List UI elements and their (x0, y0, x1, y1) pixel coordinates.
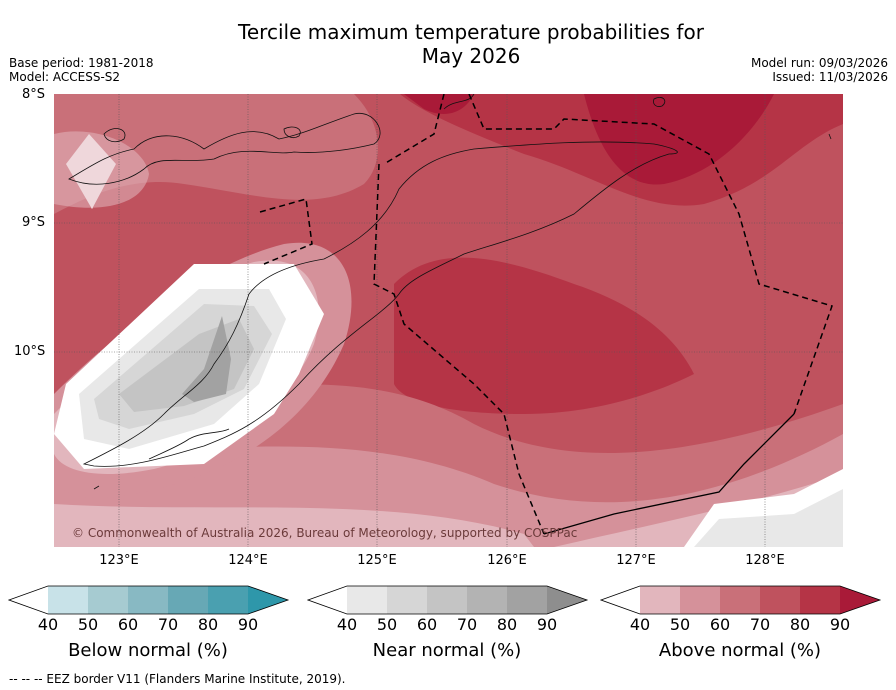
probability-map (54, 94, 843, 547)
below-tick: 70 (157, 615, 179, 634)
above-tick: 50 (669, 615, 691, 634)
below-tick: 90 (237, 615, 259, 634)
map-title: Tercile maximum temperature probabilitie… (0, 20, 896, 68)
near-tick: 50 (376, 615, 398, 634)
fill-above-60-70-nw (54, 94, 378, 214)
colorbar-near-swatch-1 (347, 586, 387, 614)
colorbar-near (307, 585, 589, 615)
colorbar-near-swatch-2 (387, 586, 427, 614)
colorbar-below-swatch-5 (208, 586, 248, 614)
above-tick: 40 (629, 615, 651, 634)
issued-date: Issued: 11/03/2026 (772, 70, 888, 84)
above-tick: 60 (709, 615, 731, 634)
eez-border-solid (543, 413, 795, 535)
colorbar-above-swatch-6 (840, 586, 880, 614)
lon-label-124e: 124°E (228, 553, 268, 568)
below-normal-label: Below normal (%) (68, 640, 228, 661)
lat-label-8s: 8°S (22, 87, 46, 102)
above-tick: 70 (749, 615, 771, 634)
graticule (54, 94, 843, 547)
colorbar-below (8, 585, 290, 615)
colorbar-below-swatch-4 (168, 586, 208, 614)
near-tick: 40 (336, 615, 358, 634)
eez-border (259, 94, 833, 535)
fill-above-40-50-nw (54, 131, 149, 208)
fill-above-80-90-south (394, 257, 694, 414)
fill-near-40-50-se (694, 489, 843, 547)
colorbar-below-swatch-2 (88, 586, 128, 614)
below-tick: 40 (37, 615, 59, 634)
below-tick: 50 (77, 615, 99, 634)
lon-label-128e: 128°E (745, 553, 785, 568)
colorbar-near-swatch-5 (507, 586, 547, 614)
coastlines (68, 94, 832, 490)
fill-near-70-80 (182, 316, 231, 402)
colorbar-above-swatch-5 (800, 586, 840, 614)
above-tick: 80 (789, 615, 811, 634)
colorbar-below-swatch-3 (128, 586, 168, 614)
lat-label-9s: 9°S (22, 215, 46, 230)
model-run: Model run: 09/03/2026 (750, 56, 888, 70)
below-tick: 60 (117, 615, 139, 634)
copyright-notice: © Commonwealth of Australia 2026, Bureau… (72, 526, 578, 540)
fill-above-90 (404, 94, 474, 114)
colorbar-below-swatch-1 (48, 586, 88, 614)
fill-above-90-east (584, 94, 774, 185)
colorbar-below-swatch-0 (9, 586, 48, 614)
eez-border-note: -- -- -- EEZ border V11 (Flanders Marine… (9, 672, 346, 686)
fill-above-40-50 (54, 504, 534, 547)
colorbar-above (600, 585, 882, 615)
lon-label-127e: 127°E (616, 553, 656, 568)
colorbar-above-swatch-1 (640, 586, 680, 614)
colorbar-above-swatch-4 (760, 586, 800, 614)
near-tick: 70 (456, 615, 478, 634)
colorbar-near-swatch-4 (467, 586, 507, 614)
colorbar-below-swatch-6 (248, 586, 288, 614)
model-name: Model: ACCESS-S2 (9, 70, 121, 84)
title-line-1: Tercile maximum temperature probabilitie… (238, 20, 704, 44)
near-tick: 80 (496, 615, 518, 634)
colorbar-above-swatch-0 (601, 586, 640, 614)
near-tick: 60 (416, 615, 438, 634)
above-tick: 90 (829, 615, 851, 634)
colorbar-above-swatch-3 (720, 586, 760, 614)
above-normal-label: Above normal (%) (658, 640, 822, 661)
title-line-2: May 2026 (421, 44, 521, 68)
lat-label-10s: 10°S (14, 344, 46, 359)
base-period: Base period: 1981-2018 (9, 56, 154, 70)
colorbar-above-swatch-2 (680, 586, 720, 614)
lon-label-125e: 125°E (357, 553, 397, 568)
lon-label-123e: 123°E (99, 553, 139, 568)
lon-label-126e: 126°E (487, 553, 527, 568)
near-normal-label: Near normal (%) (372, 640, 522, 661)
colorbar-near-swatch-3 (427, 586, 467, 614)
below-tick: 80 (197, 615, 219, 634)
near-tick: 90 (536, 615, 558, 634)
colorbar-near-swatch-6 (547, 586, 587, 614)
colorbar-near-swatch-0 (308, 586, 347, 614)
